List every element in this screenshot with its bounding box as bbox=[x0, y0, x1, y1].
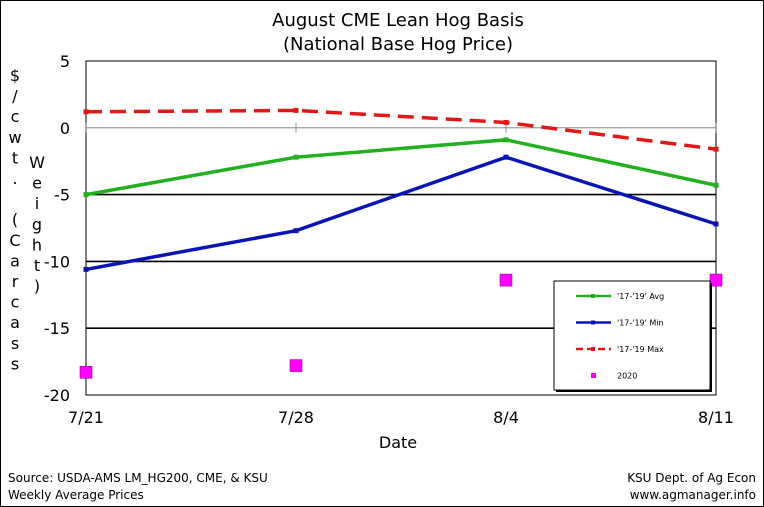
series-line-17-19-min bbox=[85, 155, 717, 272]
legend-label-2020: 2020 bbox=[617, 372, 637, 381]
y-axis-label-char: $ bbox=[10, 66, 20, 85]
y-axis-label2-char: W bbox=[29, 153, 45, 172]
y-axis-label2-char: g bbox=[32, 215, 42, 234]
legend-label-17-19-min: '17-'19' Min bbox=[617, 319, 664, 328]
data-point-2020 bbox=[709, 273, 723, 287]
y-tick-label: -10 bbox=[44, 252, 70, 271]
legend-marker-17-19-avg bbox=[591, 294, 595, 298]
source-line-1: Source: USDA-AMS LM_HG200, CME, & KSU bbox=[8, 471, 268, 485]
chart-subtitle: (National Base Hog Price) bbox=[283, 34, 513, 55]
y-tick-label: 0 bbox=[60, 119, 70, 138]
data-point-17-19-max bbox=[83, 109, 89, 115]
legend-label-17-19-avg: '17-'19' Avg bbox=[617, 292, 664, 301]
y-axis-label-char: C bbox=[9, 231, 20, 250]
y-axis-label-char: a bbox=[10, 251, 20, 270]
data-point-17-19-max bbox=[503, 119, 509, 125]
y-axis-label2-char: t bbox=[34, 256, 40, 275]
x-axis-label: Date bbox=[379, 433, 417, 452]
y-tick-label: -15 bbox=[44, 319, 70, 338]
y-axis-label2-char: ) bbox=[34, 277, 40, 296]
y-axis-label-char: c bbox=[11, 293, 20, 312]
x-tick-label: 7/28 bbox=[278, 408, 314, 427]
data-point-2020 bbox=[499, 273, 513, 287]
plot-border bbox=[85, 60, 717, 396]
data-point-17-19-avg bbox=[503, 137, 509, 143]
x-tick-label: 8/11 bbox=[698, 408, 734, 427]
data-point-17-19-min bbox=[503, 154, 509, 160]
plot-area: 5 0 -5 -10 -15 -20 7/21 7/28 8/4 8/11 bbox=[44, 52, 734, 427]
data-point-17-19-avg bbox=[713, 182, 719, 188]
data-point-17-19-avg bbox=[293, 154, 299, 160]
y-axis-label-char: c bbox=[11, 107, 20, 126]
data-point-17-19-avg bbox=[83, 192, 89, 198]
chart-title: August CME Lean Hog Basis bbox=[272, 10, 524, 31]
legend-marker-17-19-max bbox=[591, 347, 595, 351]
y-axis-label2-char: e bbox=[32, 174, 42, 193]
legend-marker-17-19-min bbox=[591, 320, 595, 325]
y-tick-label: -20 bbox=[44, 386, 70, 405]
legend-marker-2020 bbox=[591, 373, 596, 378]
series-line-17-19-max bbox=[85, 108, 717, 151]
data-point-17-19-max bbox=[713, 146, 719, 152]
y-axis-label-char: w bbox=[8, 128, 21, 147]
y-axis-label-char: t bbox=[12, 148, 18, 167]
y-axis-label-char: ( bbox=[12, 210, 18, 229]
data-point-17-19-min bbox=[83, 266, 89, 272]
credit-line-2: www.agmanager.info bbox=[630, 488, 756, 502]
x-tick-label: 8/4 bbox=[493, 408, 519, 427]
series-line-17-19-avg bbox=[85, 138, 717, 197]
data-point-2020 bbox=[289, 359, 303, 372]
y-tick-label: -5 bbox=[54, 186, 70, 205]
y-axis-label-char: s bbox=[11, 354, 19, 373]
legend-box bbox=[553, 280, 711, 391]
credit-line-1: KSU Dept. of Ag Econ bbox=[627, 471, 756, 485]
y-tick-label: 5 bbox=[60, 52, 70, 71]
y-axis-label-char: r bbox=[12, 272, 19, 291]
data-point-17-19-max bbox=[293, 107, 299, 113]
legend-label-17-19-max: '17-'19 Max bbox=[617, 345, 664, 354]
y-axis-label2-char: i bbox=[35, 194, 39, 213]
source-line-2: Weekly Average Prices bbox=[8, 488, 144, 502]
x-tick-label: 7/21 bbox=[68, 408, 104, 427]
y-axis-label-char: / bbox=[12, 87, 18, 106]
y-axis-label-char: a bbox=[10, 313, 20, 332]
data-point-17-19-min bbox=[293, 228, 299, 234]
y-axis-label-char: s bbox=[11, 334, 19, 353]
y-axis-label2-char: h bbox=[32, 235, 42, 254]
data-point-17-19-min bbox=[713, 221, 719, 227]
legend: '17-'19' Avg '17-'19' Min '17-'19 Max 2020 bbox=[553, 280, 712, 392]
data-point-2020 bbox=[79, 365, 93, 379]
y-axis-label-char: . bbox=[12, 169, 17, 188]
